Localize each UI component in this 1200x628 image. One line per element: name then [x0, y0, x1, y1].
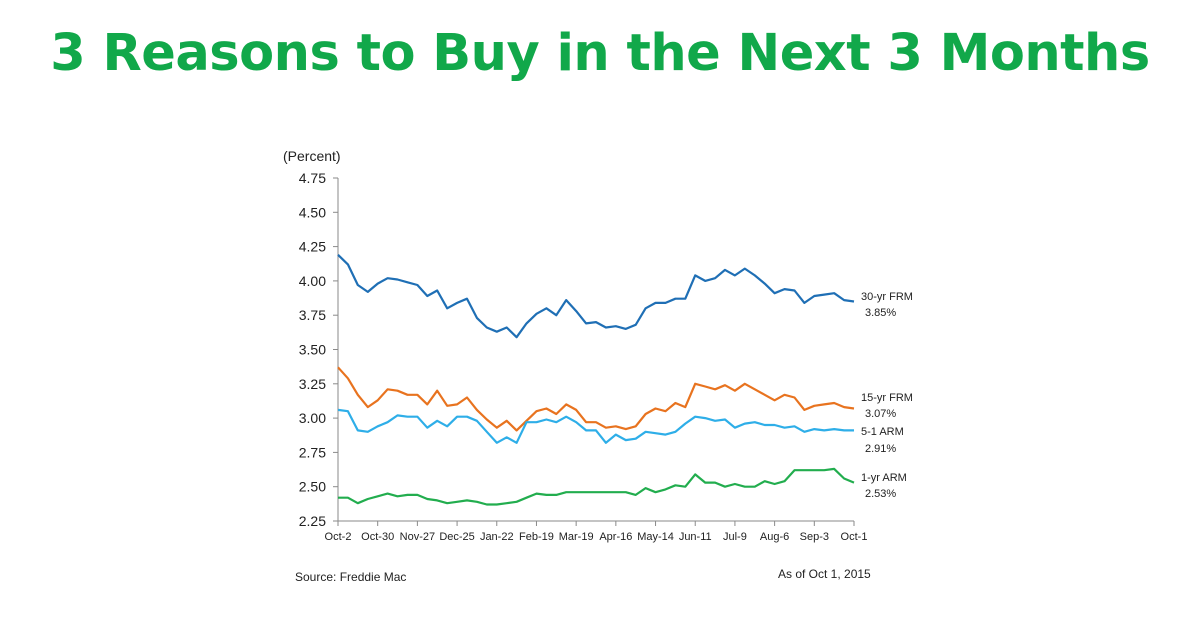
- y-tick-label: 2.75: [299, 444, 326, 460]
- y-tick-label: 3.50: [299, 342, 326, 358]
- series-labels: 30-yr FRM 3.85% 15-yr FRM 3.07% 5-1 ARM 2.91%…: [861, 291, 913, 500]
- series-line-3: [338, 467, 855, 506]
- x-tick-label: Jan-22: [480, 531, 514, 543]
- y-tick-label: 3.75: [299, 307, 326, 323]
- x-tick-label: Jun-11: [679, 531, 712, 543]
- y-axis: 4.75 4.50 4.25 4.00 3.75 3.50 3.25 3.00 2.75 2.50…: [299, 170, 339, 529]
- y-tick-label: 3.00: [299, 410, 326, 426]
- x-tick-label: Apr-16: [599, 531, 632, 543]
- series-value-label: 3.85%: [865, 307, 896, 319]
- series-line-2: [337, 408, 854, 444]
- series-name-label: 5-1 ARM: [861, 426, 904, 438]
- x-tick-label: Dec-25: [439, 531, 474, 543]
- x-tick-label: Sep-3: [800, 531, 829, 543]
- series-value-label: 2.53%: [865, 488, 896, 500]
- y-tick-label: 3.25: [299, 376, 326, 392]
- source-note: Source: Freddie Mac: [295, 570, 406, 584]
- x-tick-label: Feb-19: [519, 531, 554, 543]
- y-tick-label: 2.50: [299, 479, 326, 495]
- y-axis-label: (Percent): [283, 148, 341, 164]
- y-tick-label: 2.25: [299, 513, 326, 529]
- x-tick-label: Oct-2: [325, 531, 352, 543]
- y-tick-label: 4.75: [299, 170, 326, 186]
- x-tick-label: Aug-6: [760, 531, 789, 543]
- as-of-note: As of Oct 1, 2015: [778, 567, 871, 581]
- y-tick-label: 4.25: [299, 239, 326, 255]
- x-tick-label: May-14: [637, 531, 674, 543]
- x-tick-label: Mar-19: [559, 531, 594, 543]
- x-tick-label: Oct-30: [361, 531, 394, 543]
- series-value-label: 3.07%: [865, 408, 896, 420]
- series-name-label: 30-yr FRM: [861, 291, 913, 303]
- x-tick-label: Oct-1: [841, 531, 868, 543]
- series-lines: [337, 254, 855, 506]
- series-name-label: 15-yr FRM: [861, 392, 913, 404]
- y-tick-label: 4.00: [299, 273, 326, 289]
- series-line-0: [337, 254, 855, 339]
- y-tick-label: 4.50: [299, 204, 326, 220]
- x-tick-label: Nov-27: [400, 531, 435, 543]
- x-tick-label: Jul-9: [723, 531, 747, 543]
- x-axis: Oct-2 Oct-30 Nov-27 Dec-25 Jan-22 Feb-19 Mar-1…: [325, 520, 868, 543]
- series-line-1: [337, 366, 855, 432]
- headline: 3 Reasons to Buy in the Next 3 Months: [50, 24, 1150, 83]
- series-value-label: 2.91%: [865, 443, 896, 455]
- series-name-label: 1-yr ARM: [861, 472, 907, 484]
